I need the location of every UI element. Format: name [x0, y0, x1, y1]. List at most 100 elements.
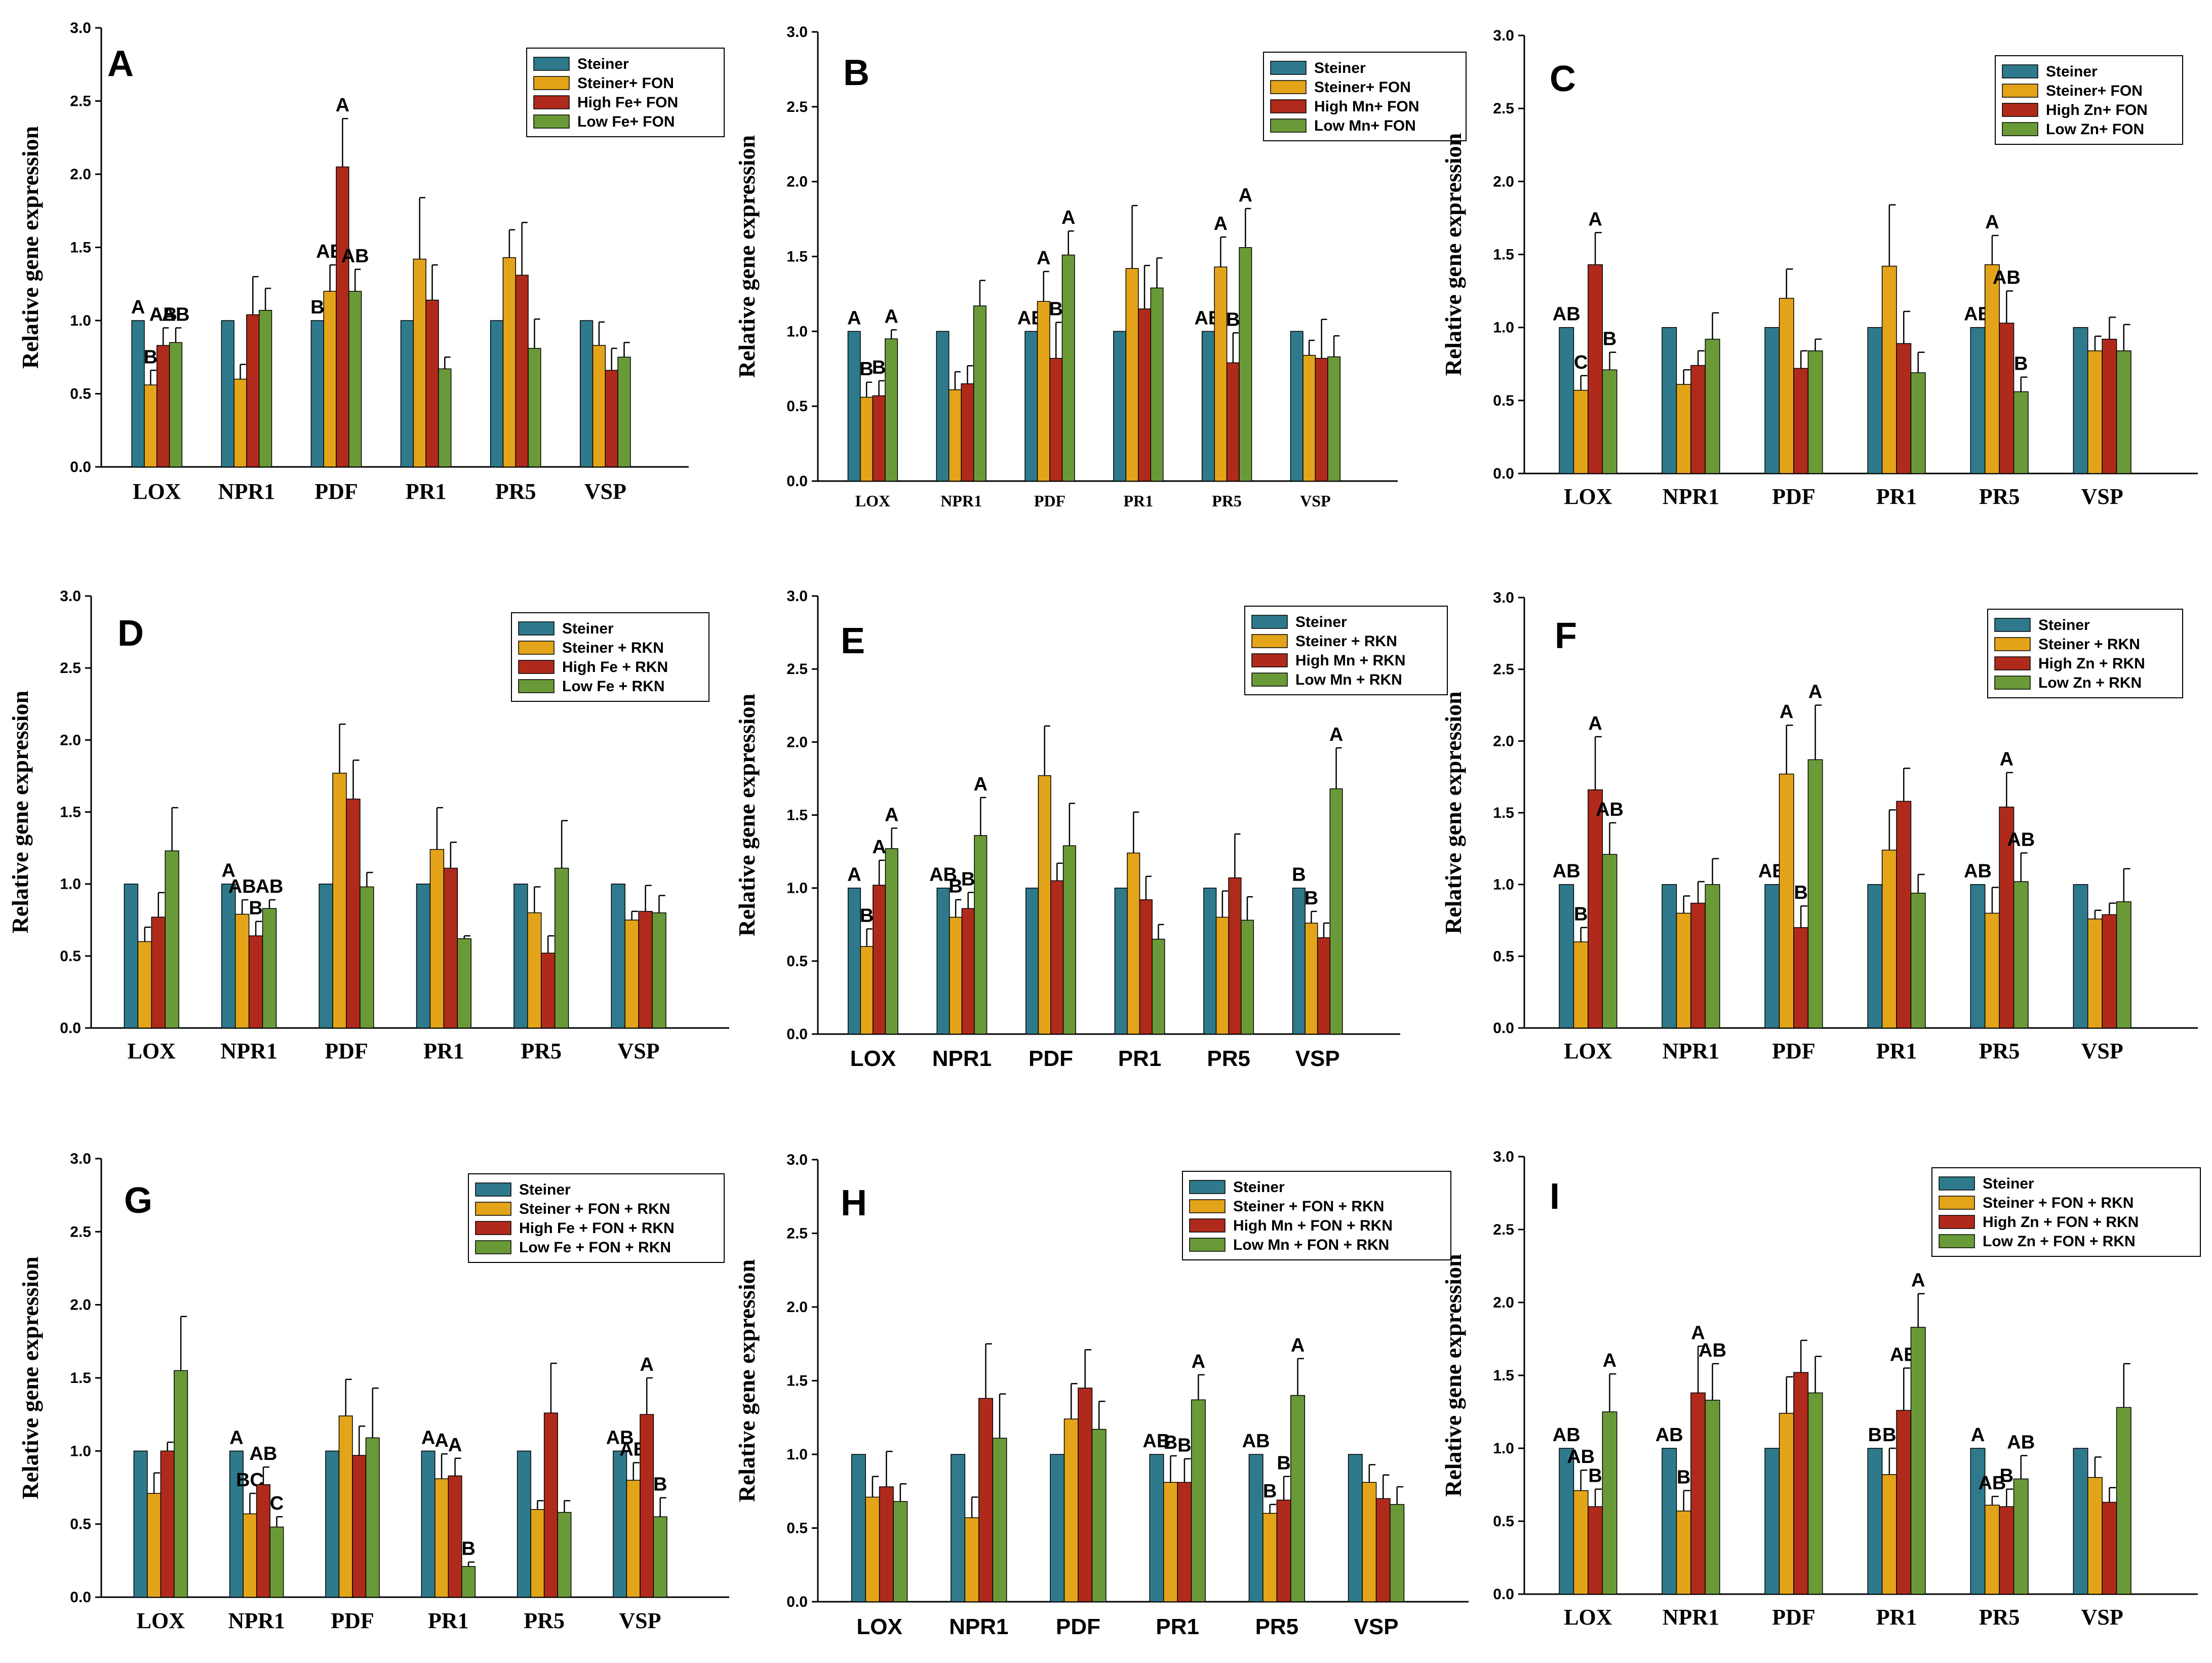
y-tick-label: 0.0 — [70, 1589, 91, 1606]
bar — [1302, 354, 1316, 482]
significance-label: A — [640, 1354, 653, 1375]
x-tick-label: PDF — [1772, 1605, 1815, 1630]
bar — [1050, 1454, 1065, 1602]
x-tick-label: PR1 — [1876, 484, 1917, 509]
x-tick-label: LOX — [1564, 1039, 1612, 1063]
bar — [1191, 1399, 1206, 1602]
significance-label: AB — [606, 1427, 634, 1448]
bar — [124, 883, 139, 1028]
bar — [1970, 327, 1986, 474]
bar — [2116, 1407, 2131, 1595]
x-tick-label: VSP — [1354, 1614, 1399, 1639]
legend-entry: Steiner + RKN — [562, 640, 664, 656]
bar — [461, 1566, 476, 1598]
bar — [514, 883, 528, 1028]
legend-swatch — [1251, 615, 1288, 629]
bar — [1984, 913, 2000, 1028]
bar — [530, 1509, 545, 1598]
bar — [2013, 391, 2029, 474]
bar — [1896, 1410, 1912, 1595]
x-tick-label: PR1 — [1118, 1046, 1162, 1071]
significance-label: AB — [2007, 829, 2035, 850]
legend-entry: Steiner — [562, 620, 614, 637]
significance-label: AB — [1567, 1446, 1595, 1468]
legend-entry: Low Zn+ FON — [2046, 121, 2144, 138]
significance-label: A — [847, 307, 861, 329]
legend-swatch — [1939, 1215, 1975, 1229]
y-tick-label: 1.0 — [70, 1443, 91, 1459]
y-tick-label: 2.5 — [60, 660, 81, 677]
bar — [137, 941, 152, 1028]
bar — [1764, 884, 1780, 1028]
legend-swatch — [1994, 656, 2031, 670]
y-tick-label: 2.5 — [786, 661, 808, 678]
y-tick-label: 0.0 — [786, 1594, 808, 1610]
significance-label: B — [1603, 329, 1616, 350]
bar — [974, 835, 988, 1035]
significance-label: B — [2014, 353, 2028, 375]
bar — [1807, 1392, 1823, 1595]
panel-letter: G — [124, 1180, 152, 1221]
significance-label: AB — [1596, 799, 1624, 820]
bar — [617, 357, 631, 467]
bar — [2116, 350, 2131, 474]
bar — [1138, 308, 1152, 482]
significance-label: B — [961, 868, 975, 890]
bar — [1779, 1413, 1794, 1595]
significance-label: A — [1985, 212, 1999, 233]
x-tick-label: VSP — [2081, 1039, 2123, 1063]
legend-swatch — [518, 621, 555, 636]
bar — [1793, 1372, 1809, 1595]
bar — [425, 299, 439, 467]
bar — [964, 1517, 979, 1602]
bar — [1228, 877, 1242, 1035]
y-tick-label: 3.0 — [1493, 1149, 1514, 1165]
bar — [949, 917, 963, 1035]
legend-swatch — [1939, 1196, 1975, 1210]
significance-label: A — [1588, 209, 1602, 230]
bar — [332, 772, 347, 1028]
y-tick-label: 3.0 — [786, 588, 808, 605]
significance-label: AB — [929, 864, 957, 886]
bar — [1867, 884, 1883, 1028]
legend-entry: High Zn + RKN — [2038, 655, 2145, 672]
significance-label: B — [310, 297, 324, 318]
bar — [1984, 1504, 2000, 1595]
bar — [540, 953, 556, 1028]
bar — [1764, 1448, 1780, 1595]
bar — [1573, 941, 1589, 1028]
bar — [365, 1437, 380, 1598]
x-tick-label: LOX — [133, 479, 181, 504]
legend-swatch — [1939, 1176, 1975, 1191]
chart-panel-c: 0.0 0.5 1.0 1.5 2.0 2.5 3.0 Relative gene expre… — [1440, 27, 2198, 509]
y-tick-label: 3.0 — [786, 24, 808, 41]
legend-swatch — [1189, 1218, 1226, 1233]
x-tick-label: PR5 — [1979, 1039, 2020, 1063]
x-tick-label: PR1 — [1876, 1039, 1917, 1063]
y-tick-label: 2.0 — [70, 1297, 91, 1314]
significance-label: AB — [1553, 1424, 1581, 1446]
bar — [1662, 1448, 1677, 1595]
chart-panel-i: 0.0 0.5 1.0 1.5 2.0 2.5 3.0 Relative gene expre… — [1440, 1149, 2201, 1630]
bar — [165, 850, 179, 1028]
bar — [1793, 368, 1809, 474]
y-tick-label: 1.5 — [786, 1373, 808, 1390]
legend-entry: Steiner — [1314, 60, 1366, 76]
significance-label: B — [2000, 1466, 2013, 1487]
y-tick-label: 0.5 — [60, 948, 81, 965]
bar — [1896, 801, 1912, 1028]
bar — [1239, 247, 1252, 482]
x-tick-label: VSP — [619, 1608, 661, 1633]
bar — [1910, 372, 1926, 474]
bar — [1705, 1400, 1720, 1595]
y-tick-label: 0.5 — [1493, 392, 1514, 409]
panel-letter: H — [841, 1183, 867, 1223]
x-tick-label: NPR1 — [1663, 484, 1719, 509]
legend-swatch — [1270, 99, 1307, 113]
legend-entry: Low Mn + RKN — [1295, 671, 1402, 688]
bar — [1779, 298, 1794, 474]
bar — [847, 331, 861, 482]
bar — [2073, 1448, 2088, 1595]
bar — [1970, 1448, 1986, 1595]
bar — [325, 1450, 340, 1598]
